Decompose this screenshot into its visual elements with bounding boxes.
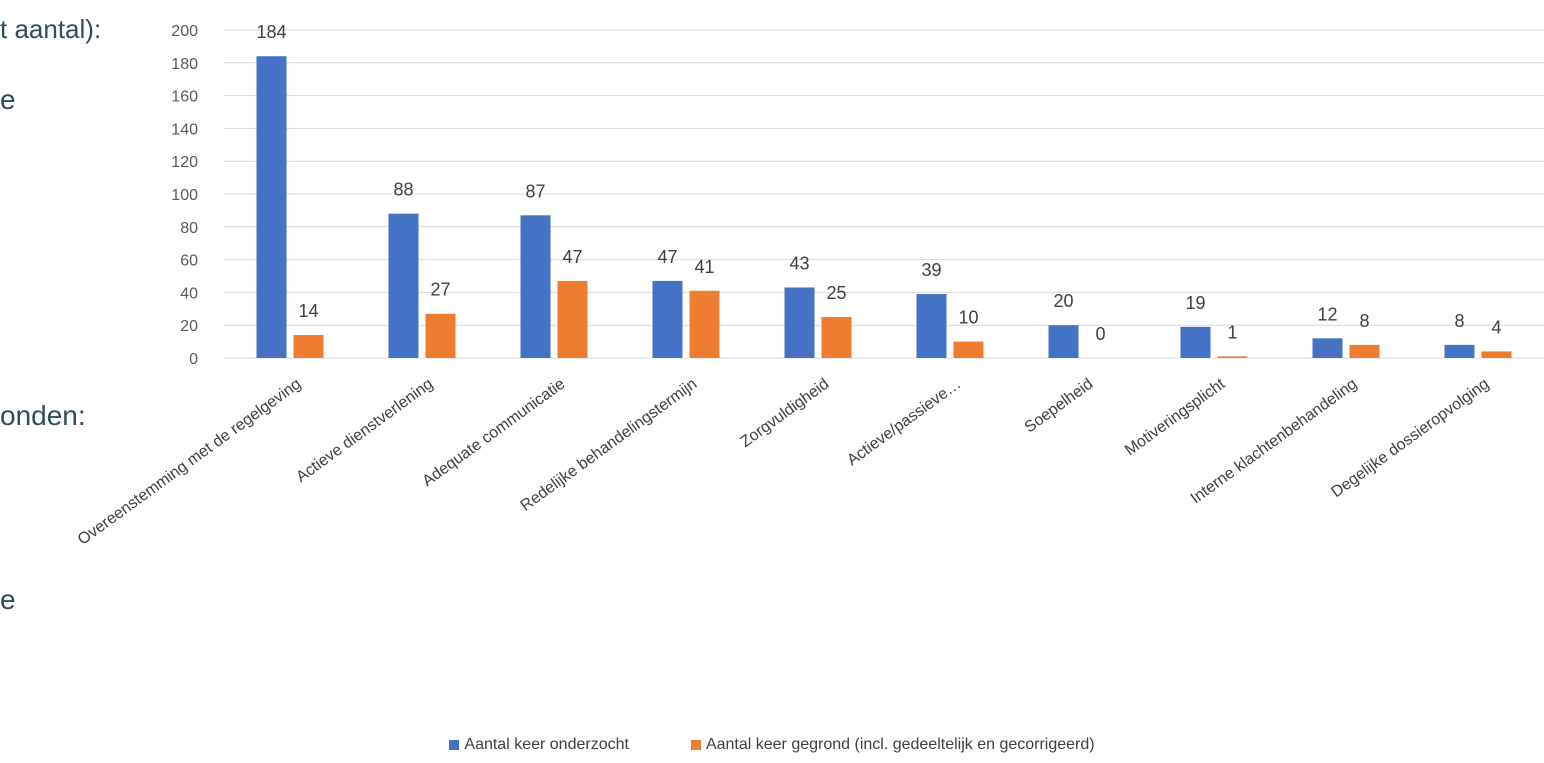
y-tick-label: 140 (171, 121, 198, 138)
category-label: Soepelheid (1022, 375, 1097, 436)
legend-item-gegrond: Aantal keer gegrond (incl. gedeeltelijk … (690, 736, 1095, 754)
bar-onderzocht (1180, 326, 1211, 358)
data-label: 39 (921, 260, 941, 280)
y-tick-label: 0 (189, 351, 198, 368)
bar-onderzocht (256, 56, 287, 359)
category-label: Motiveringsplicht (1122, 375, 1229, 459)
bar-onderzocht (1048, 325, 1079, 358)
background-text-line: t aantal): (0, 14, 102, 44)
y-tick-label: 80 (180, 220, 198, 237)
category-label: Actieve dienstverlening (293, 375, 436, 485)
data-label: 0 (1095, 324, 1105, 344)
data-label: 1 (1227, 322, 1237, 342)
category-label: Actieve/passieve… (844, 375, 964, 469)
data-label: 20 (1053, 291, 1073, 311)
legend-label: Aantal keer gegrond (incl. gedeeltelijk … (705, 736, 1095, 753)
bar-onderzocht (388, 213, 419, 358)
bar-onderzocht (652, 280, 683, 358)
bar-onderzocht (916, 294, 947, 358)
category-label: Zorgvuldigheid (737, 375, 832, 450)
bar-gegrond (953, 341, 984, 358)
data-label: 47 (562, 247, 582, 267)
data-label: 184 (256, 22, 286, 42)
data-label: 19 (1185, 293, 1205, 313)
category-label: Overeenstemming met de regelgeving (75, 375, 304, 548)
background-text-line: e (0, 584, 16, 615)
legend-label: Aantal keer onderzocht (464, 736, 629, 753)
bar-gegrond (689, 290, 720, 358)
bar-gegrond (425, 313, 456, 358)
data-label: 12 (1317, 304, 1337, 324)
legend-swatch-orange (690, 740, 701, 750)
bar-onderzocht (1444, 344, 1475, 358)
legend-swatch-blue (449, 740, 460, 750)
data-label: 10 (958, 308, 978, 328)
data-label: 88 (393, 180, 413, 200)
data-label: 47 (657, 247, 677, 267)
data-label: 8 (1454, 311, 1464, 331)
y-tick-label: 120 (171, 154, 198, 171)
bar-onderzocht (1312, 338, 1343, 358)
data-label: 25 (826, 283, 846, 303)
data-label: 8 (1359, 311, 1369, 331)
legend-item-onderzocht: Aantal keer onderzocht (449, 736, 629, 754)
y-tick-label: 20 (180, 318, 198, 335)
bar-gegrond (557, 280, 588, 358)
y-tick-label: 200 (171, 23, 198, 40)
category-label: Adequate communicatie (419, 375, 568, 490)
y-tick-label: 160 (171, 89, 198, 106)
background-text-line: e (0, 84, 16, 115)
data-label: 87 (525, 181, 545, 201)
chart-legend: Aantal keer onderzocht Aantal keer gegro… (0, 736, 1544, 754)
data-label: 4 (1491, 317, 1501, 337)
data-label: 41 (694, 257, 714, 277)
data-label: 43 (789, 253, 809, 273)
bar-gegrond (1481, 351, 1512, 358)
data-label: 27 (430, 280, 450, 300)
y-tick-label: 180 (171, 56, 198, 73)
y-tick-label: 40 (180, 285, 198, 302)
y-tick-label: 60 (180, 253, 198, 270)
bar-gegrond (1217, 356, 1248, 358)
bar-onderzocht (784, 287, 815, 358)
bar-gegrond (293, 335, 324, 358)
background-text-line: onden: (0, 400, 86, 431)
bar-gegrond (821, 317, 852, 358)
bar-gegrond (1349, 344, 1380, 358)
data-label: 14 (298, 301, 318, 321)
y-tick-label: 100 (171, 187, 198, 204)
bar-onderzocht (520, 215, 551, 358)
